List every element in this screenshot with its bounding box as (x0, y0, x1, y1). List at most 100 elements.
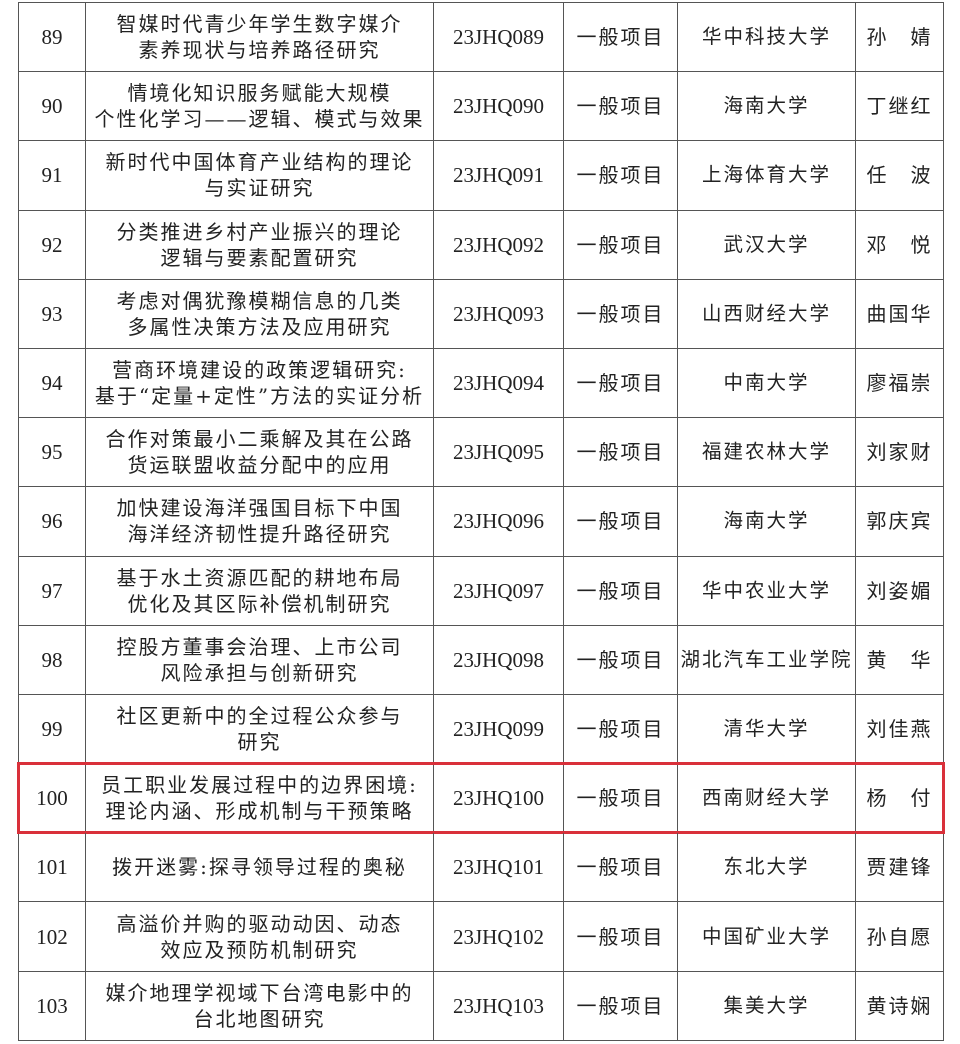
table-row: 90 情境化知识服务赋能大规模 个性化学习——逻辑、模式与效果 23JHQ090 一般… (19, 72, 943, 142)
project-title-cell: 拨开迷雾:探寻领导过程的奥秘 (86, 833, 434, 902)
project-code-cell: 23JHQ099 (434, 694, 564, 764)
project-type-cell: 一般项目 (564, 279, 678, 348)
principal-investigator-cell: 孙 婧 (866, 25, 933, 50)
institution-cell: 清华大学 (678, 694, 856, 764)
principal-investigator-cell: 孙自愿 (866, 924, 933, 949)
principal-investigator-cell: 丁继红 (866, 94, 933, 119)
table-row: 94 营商环境建设的政策逻辑研究: 基于“定量+定性”方法的实证分析 23JHQ09… (19, 348, 943, 419)
row-number-cell: 96 (19, 487, 86, 556)
table-row: 91 新时代中国体育产业结构的理论 与实证研究 23JHQ091 一般项目 上海体育大学… (19, 141, 943, 211)
project-type-cell: 一般项目 (564, 418, 678, 487)
table-row: 102 高溢价并购的驱动动因、动态 效应及预防机制研究 23JHQ102 一般项目 中国… (19, 902, 943, 972)
institution-cell: 上海体育大学 (678, 141, 856, 210)
project-type-cell: 一般项目 (564, 902, 678, 971)
institution-cell: 海南大学 (678, 72, 856, 141)
project-code-cell: 23JHQ100 (434, 764, 564, 833)
principal-investigator-cell: 任 波 (866, 163, 933, 188)
project-code-cell: 23JHQ089 (434, 3, 564, 72)
project-type-cell: 一般项目 (564, 348, 678, 418)
project-type-cell: 一般项目 (564, 3, 678, 72)
table-row: 103 媒介地理学视域下台湾电影中的 台北地图研究 23JHQ103 一般项目 集美大学… (19, 971, 943, 1041)
project-type-cell: 一般项目 (564, 487, 678, 556)
project-code-cell: 23JHQ103 (434, 971, 564, 1040)
row-number-cell: 94 (19, 348, 86, 418)
project-title-cell: 考虑对偶犹豫模糊信息的几类 多属性决策方法及应用研究 (86, 279, 434, 348)
project-type-cell: 一般项目 (564, 625, 678, 694)
table-row: 89 智媒时代青少年学生数字媒介 素养现状与培养路径研究 23JHQ089 一般项目华… (19, 3, 943, 73)
principal-investigator-cell: 曲国华 (866, 301, 933, 326)
project-code-cell: 23JHQ102 (434, 902, 564, 971)
institution-cell: 海南大学 (678, 487, 856, 556)
project-table: 89 智媒时代青少年学生数字媒介 素养现状与培养路径研究 23JHQ089 一般项目华… (17, 2, 945, 1041)
institution-cell: 集美大学 (678, 971, 856, 1040)
project-type-cell: 一般项目 (564, 210, 678, 279)
project-type-cell: 一般项目 (564, 72, 678, 141)
project-code-cell: 23JHQ098 (434, 625, 564, 694)
principal-investigator-cell: 黄诗娴 (866, 993, 933, 1018)
project-code-cell: 23JHQ101 (434, 833, 564, 902)
project-title-cell: 社区更新中的全过程公众参与 研究 (86, 694, 434, 764)
row-number-cell: 90 (19, 72, 86, 141)
principal-investigator-cell: 刘姿媚 (866, 578, 933, 603)
principal-investigator-cell: 廖福崇 (866, 371, 933, 396)
institution-cell: 西南财经大学 (678, 764, 856, 833)
project-type-cell: 一般项目 (564, 556, 678, 625)
row-number-cell: 93 (19, 279, 86, 348)
project-title-cell: 合作对策最小二乘解及其在公路 货运联盟收益分配中的应用 (86, 418, 434, 487)
institution-cell: 华中科技大学 (678, 3, 856, 72)
institution-cell: 东北大学 (678, 833, 856, 902)
table-row: 95 合作对策最小二乘解及其在公路 货运联盟收益分配中的应用 23JHQ095 一般项… (19, 418, 943, 488)
project-type-cell: 一般项目 (564, 833, 678, 902)
table-row-highlighted: 100 员工职业发展过程中的边界困境: 理论内涵、形成机制与干预策略 23JHQ10… (17, 762, 945, 835)
project-code-cell: 23JHQ097 (434, 556, 564, 625)
project-code-cell: 23JHQ092 (434, 210, 564, 279)
row-number-cell: 101 (19, 833, 86, 902)
row-number-cell: 91 (19, 141, 86, 210)
institution-cell: 山西财经大学 (678, 279, 856, 348)
row-number-cell: 92 (19, 210, 86, 279)
row-number-cell: 95 (19, 418, 86, 487)
row-number-cell: 102 (19, 902, 86, 971)
row-number-cell: 89 (19, 3, 86, 72)
principal-investigator-cell: 刘家财 (866, 440, 933, 465)
project-code-cell: 23JHQ093 (434, 279, 564, 348)
project-code-cell: 23JHQ096 (434, 487, 564, 556)
project-code-cell: 23JHQ095 (434, 418, 564, 487)
project-title-cell: 加快建设海洋强国目标下中国 海洋经济韧性提升路径研究 (86, 487, 434, 556)
table-row: 97 基于水土资源匹配的耕地布局 优化及其区际补偿机制研究 23JHQ097 一般项目… (19, 556, 943, 626)
principal-investigator-cell: 贾建锋 (866, 855, 933, 880)
project-title-cell: 新时代中国体育产业结构的理论 与实证研究 (86, 141, 434, 210)
institution-cell: 湖北汽车工业学院 (678, 625, 856, 694)
project-title-cell: 高溢价并购的驱动动因、动态 效应及预防机制研究 (86, 902, 434, 971)
table-row: 96 加快建设海洋强国目标下中国 海洋经济韧性提升路径研究 23JHQ096 一般项目… (19, 487, 943, 557)
project-type-cell: 一般项目 (564, 971, 678, 1040)
project-title-cell: 基于水土资源匹配的耕地布局 优化及其区际补偿机制研究 (86, 556, 434, 625)
project-type-cell: 一般项目 (564, 141, 678, 210)
project-title-cell: 营商环境建设的政策逻辑研究: 基于“定量+定性”方法的实证分析 (86, 348, 434, 418)
principal-investigator-cell: 刘佳燕 (866, 716, 933, 741)
project-title-cell: 媒介地理学视域下台湾电影中的 台北地图研究 (86, 971, 434, 1040)
principal-investigator-cell: 黄 华 (866, 647, 933, 672)
project-type-cell: 一般项目 (564, 694, 678, 764)
institution-cell: 福建农林大学 (678, 418, 856, 487)
project-code-cell: 23JHQ094 (434, 348, 564, 418)
table-row: 93 考虑对偶犹豫模糊信息的几类 多属性决策方法及应用研究 23JHQ093 一般项目… (19, 279, 943, 349)
project-type-cell: 一般项目 (564, 764, 678, 833)
project-code-cell: 23JHQ090 (434, 72, 564, 141)
project-title-cell: 分类推进乡村产业振兴的理论 逻辑与要素配置研究 (86, 210, 434, 279)
table-row: 92 分类推进乡村产业振兴的理论 逻辑与要素配置研究 23JHQ092 一般项目 武汉大… (19, 210, 943, 280)
row-number-cell: 100 (19, 764, 86, 833)
institution-cell: 中国矿业大学 (678, 902, 856, 971)
institution-cell: 武汉大学 (678, 210, 856, 279)
principal-investigator-cell: 邓 悦 (866, 232, 933, 257)
row-number-cell: 97 (19, 556, 86, 625)
table-row: 99 社区更新中的全过程公众参与 研究 23JHQ099 一般项目 清华大学 刘佳燕 (19, 694, 943, 765)
principal-investigator-cell: 杨 付 (866, 786, 933, 811)
project-title-cell: 控股方董事会治理、上市公司 风险承担与创新研究 (86, 625, 434, 694)
row-number-cell: 103 (19, 971, 86, 1040)
principal-investigator-cell: 郭庆宾 (866, 509, 933, 534)
row-number-cell: 99 (19, 694, 86, 764)
project-title-cell: 情境化知识服务赋能大规模 个性化学习——逻辑、模式与效果 (86, 72, 434, 141)
table-row: 101 拨开迷雾:探寻领导过程的奥秘 23JHQ101 一般项目 东北大学 贾建锋 (19, 833, 943, 903)
row-number-cell: 98 (19, 625, 86, 694)
